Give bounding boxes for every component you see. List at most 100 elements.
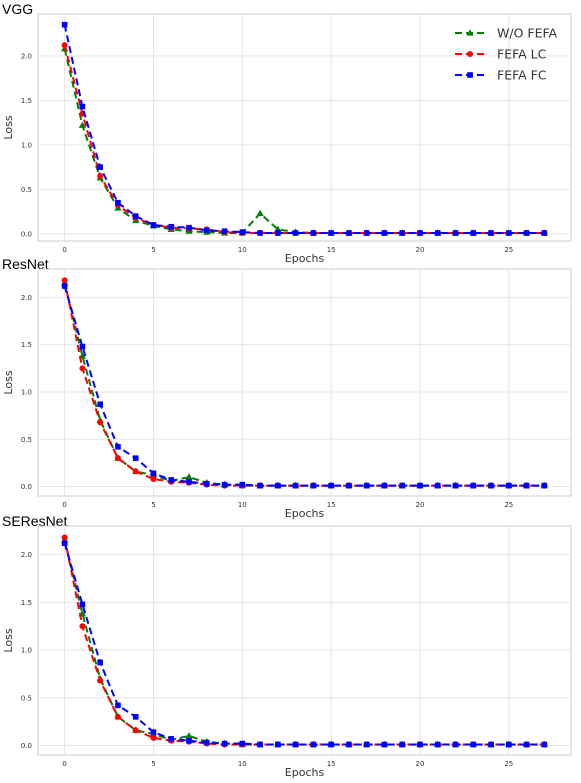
data-point-fefa-fc bbox=[150, 470, 157, 477]
x-axis-label: Epochs bbox=[285, 766, 325, 779]
data-point-fefa-fc bbox=[257, 230, 263, 236]
x-tick-label: 20 bbox=[416, 760, 425, 768]
data-point-fefa-lc bbox=[61, 277, 68, 284]
data-point-fefa-fc bbox=[381, 230, 388, 236]
data-point-fefa-fc bbox=[310, 230, 317, 236]
data-point-fefa-fc bbox=[115, 199, 121, 206]
data-point-fefa-fc bbox=[417, 482, 423, 489]
data-point-w-o-fefa bbox=[78, 121, 87, 128]
data-point-fefa-fc bbox=[115, 702, 121, 709]
x-tick-label: 5 bbox=[151, 760, 155, 768]
legend-label-fefa-fc: FEFA FC bbox=[497, 68, 547, 83]
data-point-fefa-fc bbox=[541, 230, 548, 236]
data-point-fefa-fc bbox=[417, 230, 423, 236]
y-tick-label: 1.0 bbox=[21, 647, 32, 655]
x-axis-label: Epochs bbox=[285, 252, 325, 265]
data-point-fefa-lc bbox=[132, 727, 139, 734]
data-point-fefa-fc bbox=[239, 481, 246, 488]
y-tick-label: 1.5 bbox=[21, 341, 32, 349]
data-point-fefa-lc bbox=[97, 419, 104, 426]
data-point-fefa-fc bbox=[506, 230, 512, 236]
data-point-fefa-lc bbox=[132, 468, 139, 475]
data-point-fefa-fc bbox=[523, 741, 530, 748]
x-tick-label: 15 bbox=[327, 501, 336, 509]
data-point-fefa-fc bbox=[488, 482, 494, 489]
data-point-fefa-fc bbox=[399, 230, 406, 236]
data-point-fefa-fc bbox=[328, 230, 334, 236]
x-axis-label: Epochs bbox=[285, 507, 325, 520]
y-tick-label: 1.5 bbox=[21, 97, 32, 105]
series-line-fefa-fc bbox=[63, 24, 545, 234]
data-point-fefa-fc bbox=[186, 224, 192, 231]
chart-seresnet: 0 5 10 15 20 25 0.0 0.5 1.0 1.5 2.0 Epochs Loss bbox=[2, 525, 572, 779]
data-point-fefa-fc bbox=[470, 482, 477, 489]
data-point-fefa-fc bbox=[399, 482, 406, 489]
data-point-fefa-fc bbox=[97, 164, 103, 170]
data-point-fefa-fc bbox=[292, 230, 299, 236]
data-point-fefa-fc bbox=[292, 741, 299, 748]
y-tick-label: 1.0 bbox=[21, 141, 32, 149]
data-point-fefa-fc bbox=[221, 228, 228, 235]
data-point-fefa-fc bbox=[132, 714, 139, 720]
data-point-fefa-lc bbox=[97, 173, 104, 180]
data-point-fefa-lc bbox=[61, 42, 68, 49]
data-point-fefa-fc bbox=[186, 737, 192, 744]
data-point-fefa-fc bbox=[363, 741, 370, 748]
data-point-fefa-fc bbox=[203, 227, 210, 234]
data-point-fefa-fc bbox=[310, 741, 317, 748]
y-tick-label: 2.0 bbox=[21, 551, 32, 559]
data-point-fefa-fc bbox=[381, 741, 388, 748]
plot-frame bbox=[37, 525, 572, 756]
data-point-fefa-fc bbox=[541, 482, 548, 489]
chart-resnet: 0 5 10 15 20 25 0.0 0.5 1.0 1.5 2.0 Epochs Loss bbox=[2, 268, 572, 520]
chart-panel-seresnet: SEResNet 0 5 10 15 20 25 0.0 0.5 1.0 1.5 2.0 Epochs… bbox=[0, 512, 581, 783]
chart-title: ResNet bbox=[2, 256, 49, 272]
data-point-fefa-fc bbox=[221, 481, 228, 488]
data-point-fefa-fc bbox=[523, 482, 530, 489]
data-point-fefa-fc bbox=[275, 482, 281, 489]
data-point-fefa-fc bbox=[132, 213, 139, 219]
data-point-fefa-fc bbox=[97, 401, 103, 408]
data-point-fefa-lc bbox=[79, 365, 86, 372]
data-point-fefa-fc bbox=[79, 103, 86, 110]
data-point-fefa-fc bbox=[203, 480, 210, 487]
data-point-fefa-fc bbox=[399, 741, 406, 748]
data-point-fefa-lc bbox=[150, 734, 157, 741]
x-tick-label: 0 bbox=[62, 760, 66, 768]
series-line-fefa-fc bbox=[63, 542, 545, 746]
x-tick-label: 25 bbox=[504, 501, 513, 509]
data-point-fefa-fc bbox=[488, 230, 494, 236]
data-point-fefa-fc bbox=[452, 482, 459, 489]
y-tick-label: 0.5 bbox=[21, 436, 32, 444]
data-point-fefa-fc bbox=[363, 230, 370, 236]
x-tick-label: 10 bbox=[238, 501, 247, 509]
legend-marker-w-o-fefa bbox=[466, 29, 474, 36]
data-point-fefa-fc bbox=[97, 659, 103, 666]
data-point-fefa-fc bbox=[168, 223, 175, 230]
data-point-fefa-fc bbox=[434, 741, 441, 748]
y-tick-label: 1.0 bbox=[21, 388, 32, 396]
data-point-fefa-fc bbox=[61, 283, 68, 289]
y-axis-label: Loss bbox=[2, 115, 15, 139]
plot-frame bbox=[37, 13, 572, 242]
data-point-fefa-fc bbox=[417, 741, 423, 748]
chart-vgg: 0 5 10 15 20 25 0.0 0.5 1.0 1.5 2.0 Epochs Loss W/O F… bbox=[2, 13, 572, 265]
y-tick-label: 2.0 bbox=[21, 52, 32, 60]
data-point-fefa-lc bbox=[61, 534, 68, 541]
legend-label-fefa-lc: FEFA LC bbox=[497, 47, 547, 62]
data-point-fefa-fc bbox=[452, 230, 459, 236]
x-tick-label: 5 bbox=[151, 246, 155, 254]
x-tick-label: 25 bbox=[504, 246, 513, 254]
x-tick-label: 25 bbox=[504, 760, 513, 768]
data-point-fefa-fc bbox=[434, 482, 441, 489]
data-point-fefa-fc bbox=[523, 230, 530, 236]
y-tick-label: 0.5 bbox=[21, 186, 32, 194]
data-point-fefa-fc bbox=[61, 540, 68, 546]
data-point-fefa-fc bbox=[132, 455, 139, 461]
y-tick-label: 1.5 bbox=[21, 599, 32, 607]
y-tick-label: 0.5 bbox=[21, 694, 32, 702]
y-axis-label: Loss bbox=[2, 628, 15, 652]
x-tick-label: 10 bbox=[238, 760, 247, 768]
data-point-fefa-fc bbox=[470, 230, 477, 236]
data-point-fefa-fc bbox=[79, 601, 86, 608]
